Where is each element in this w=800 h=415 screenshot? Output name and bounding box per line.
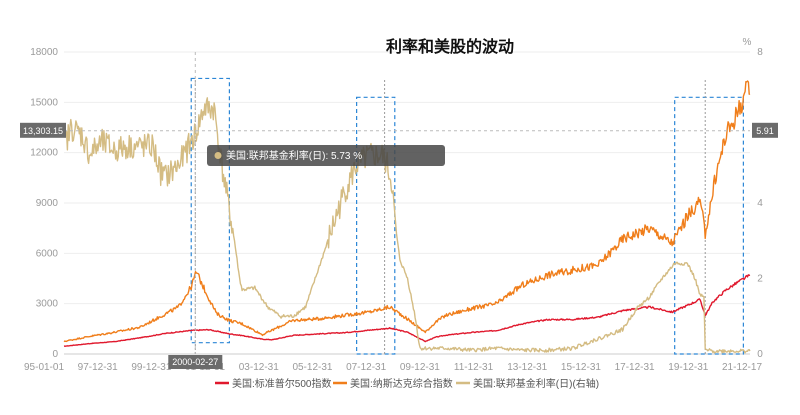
right-axis-tick-label: 2 xyxy=(757,274,763,285)
x-axis-tick-label: 99-12-31 xyxy=(131,362,171,373)
series-lines xyxy=(63,80,751,354)
x-axis-tick-label: 11-12-31 xyxy=(454,362,494,373)
tooltip: 美国:联邦基金利率(日): 5.73 % xyxy=(207,145,445,166)
chart-title: 利率和美股的波动 xyxy=(386,37,514,56)
x-axis-tick-label: 21-12-17 xyxy=(722,362,762,373)
right-axis-tick-label: 4 xyxy=(757,198,763,209)
crosshair-date-badge xyxy=(168,355,223,369)
left-axis-tick-label: 6000 xyxy=(36,248,59,259)
left-axis-tick-label: 18000 xyxy=(30,47,58,58)
crosshair-right-value: 5.91 xyxy=(756,126,774,136)
highlight-box xyxy=(674,96,744,355)
tooltip-box xyxy=(207,145,445,166)
series-line-fed-rate xyxy=(63,97,751,354)
x-axis-tick-label: 09-12-31 xyxy=(400,362,440,373)
crosshair-right-badge xyxy=(752,122,778,138)
crosshair-left-value: 13,303.15 xyxy=(23,126,63,136)
legend-label: 美国:纳斯达克综合指数 xyxy=(350,377,453,390)
right-axis-tick-label: 0 xyxy=(757,349,763,360)
axis-labels: 03000600090001200015000180000246895-01-0… xyxy=(24,47,763,373)
tooltip-series-dot xyxy=(214,152,222,159)
x-axis-tick-label: 07-12-31 xyxy=(346,362,386,373)
x-axis-tick-label: 95-01-01 xyxy=(24,362,64,373)
left-axis-tick-label: 15000 xyxy=(30,97,58,108)
x-axis-tick-label: 03-12-31 xyxy=(239,362,279,373)
legend: 美国:标准普尔500指数 美国:纳斯达克综合指数 美国:联邦基金利率(日)(右轴) xyxy=(215,377,599,390)
right-axis-tick-label: 8 xyxy=(757,47,763,58)
crosshair-date-value: 2000-02-27 xyxy=(172,357,218,367)
left-axis-tick-label: 12000 xyxy=(30,148,58,159)
x-axis-tick-label: 17-12-31 xyxy=(615,362,655,373)
crosshair: 13,303.15 5.91 2000-02-27 xyxy=(20,52,778,369)
tooltip-text: 美国:联邦基金利率(日): 5.73 % xyxy=(226,149,362,162)
x-axis-tick-label: 97-12-31 xyxy=(78,362,118,373)
x-axis-tick-label: 13-12-31 xyxy=(507,362,547,373)
left-axis-tick-label: 0 xyxy=(52,349,58,360)
left-axis-tick-label: 3000 xyxy=(36,299,59,310)
x-axis-tick-label: 15-12-31 xyxy=(561,362,601,373)
legend-label: 美国:标准普尔500指数 xyxy=(232,377,331,390)
x-axis-tick-label: 05-12-31 xyxy=(292,362,332,373)
legend-label: 美国:联邦基金利率(日)(右轴) xyxy=(473,377,599,390)
x-axis-tick-label: 19-12-31 xyxy=(668,362,708,373)
right-axis-unit: % xyxy=(743,37,752,48)
left-axis-tick-label: 9000 xyxy=(36,198,59,209)
series-line-nasdaq xyxy=(63,80,751,343)
crosshair-left-badge xyxy=(20,122,66,138)
